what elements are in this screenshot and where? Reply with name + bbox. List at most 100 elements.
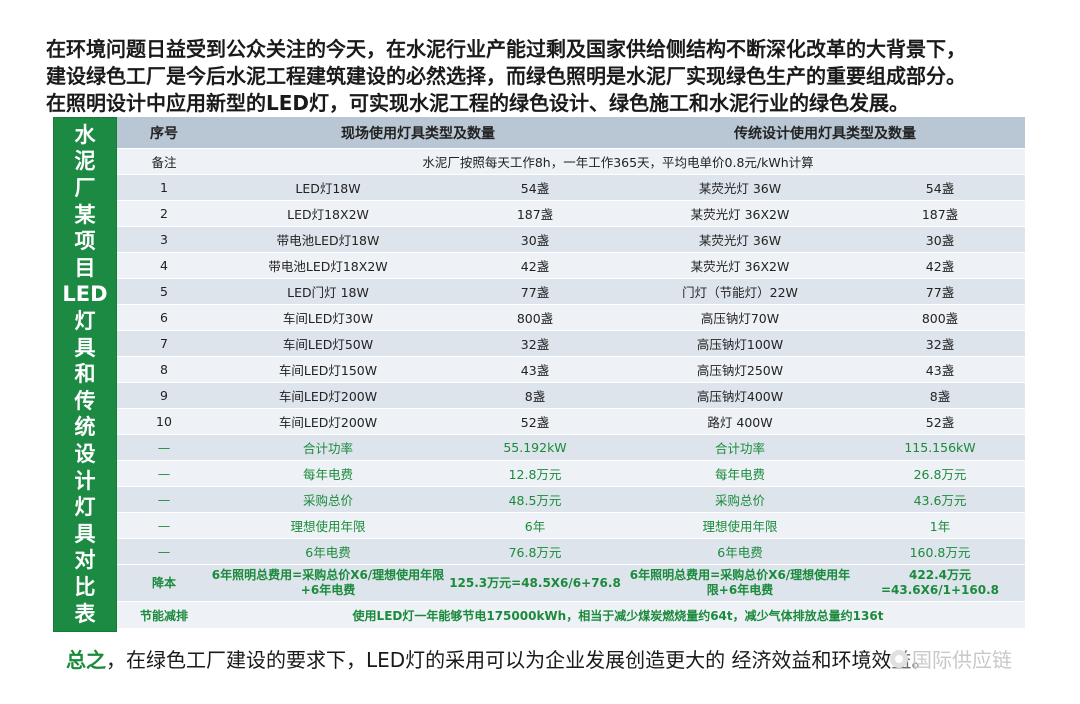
traditional-quantity: 42盏	[855, 252, 1025, 279]
led-metric-label: 理想使用年限	[211, 512, 445, 539]
led-fixture: LED灯18X2W	[211, 200, 445, 227]
traditional-quantity: 187盏	[855, 200, 1025, 227]
vertical-title-char: 目	[74, 255, 96, 280]
led-quantity: 42盏	[445, 252, 625, 279]
led-fixture: 车间LED灯50W	[211, 330, 445, 357]
table-row: 10 车间LED灯200W 52盏 路灯 400W 52盏	[117, 408, 1025, 435]
vertical-title-char: 灯	[74, 495, 96, 520]
cost-reduction-row: 降本 6年照明总费用=采购总价X6/理想使用年限+6年电费 125.3万元=48.5…	[117, 564, 1025, 602]
cost-reduction-label: 降本	[117, 564, 211, 602]
traditional-metric-value: 160.8万元	[855, 538, 1025, 565]
traditional-metric-label: 采购总价	[625, 486, 855, 513]
led-fixture: 车间LED灯200W	[211, 382, 445, 409]
intro-line-2: 建设绿色工厂是今后水泥工程建筑建设的必然选择，而绿色照明是水泥厂实现绿色生产的重…	[46, 64, 966, 88]
summary-row: — 采购总价 48.5万元 采购总价 43.6万元	[117, 486, 1025, 513]
traditional-quantity: 800盏	[855, 304, 1025, 331]
vertical-title-char: 统	[74, 415, 96, 440]
row-number: 7	[117, 330, 211, 357]
vertical-title-char: 和	[74, 362, 96, 387]
table-header: 序号 现场使用灯具类型及数量 传统设计使用灯具类型及数量	[117, 117, 1025, 149]
traditional-fixture: 高压钠灯250W	[625, 356, 855, 383]
traditional-fixture: 高压钠灯70W	[625, 304, 855, 331]
vertical-title-char: 比	[74, 574, 96, 599]
traditional-cost-value: 422.4万元=43.6X6/1+160.8	[855, 564, 1025, 602]
row-number: 4	[117, 252, 211, 279]
summary-dash: —	[117, 486, 211, 513]
summary-row: — 理想使用年限 6年 理想使用年限 1年	[117, 512, 1025, 539]
summary-dash: —	[117, 460, 211, 487]
row-number: 8	[117, 356, 211, 383]
traditional-metric-value: 43.6万元	[855, 486, 1025, 513]
header-traditional: 传统设计使用灯具类型及数量	[625, 117, 1025, 149]
led-quantity: 43盏	[445, 356, 625, 383]
led-fixture: 车间LED灯150W	[211, 356, 445, 383]
traditional-metric-value: 26.8万元	[855, 460, 1025, 487]
table-row: 8 车间LED灯150W 43盏 高压钠灯250W 43盏	[117, 356, 1025, 383]
watermark: 国际供应链	[890, 644, 1012, 673]
led-metric-label: 合计功率	[211, 434, 445, 461]
traditional-metric-label: 合计功率	[625, 434, 855, 461]
traditional-quantity: 77盏	[855, 278, 1025, 305]
summary-row: —6年电费 76.8万元 6年电费 160.8万元	[117, 538, 1025, 565]
traditional-metric-value: 115.156kW	[855, 434, 1025, 461]
summary-row: — 每年电费 12.8万元 每年电费 26.8万元	[117, 460, 1025, 487]
led-metric-label: 采购总价	[211, 486, 445, 513]
header-led: 现场使用灯具类型及数量	[211, 117, 625, 149]
led-metric-label: 每年电费	[211, 460, 445, 487]
led-fixture: 带电池LED灯18W	[211, 226, 445, 253]
traditional-quantity: 52盏	[855, 408, 1025, 435]
led-metric-value: 12.8万元	[445, 460, 625, 487]
table-row: 2 LED灯18X2W 187盏 某荧光灯 36X2W 187盏	[117, 200, 1025, 227]
row-number: 10	[117, 408, 211, 435]
watermark-text: 国际供应链	[912, 648, 1012, 672]
traditional-fixture: 某荧光灯 36X2W	[625, 252, 855, 279]
summary-dash: —	[117, 434, 211, 461]
note-text: 水泥厂按照每天工作8h，一年工作365天，平均电单价0.8元/kWh计算	[211, 148, 1025, 175]
led-metric-value: 55.192kW	[445, 434, 625, 461]
vertical-title-char: 对	[74, 548, 96, 573]
vertical-title-char: 水	[74, 122, 96, 147]
traditional-quantity: 54盏	[855, 174, 1025, 201]
led-quantity: 77盏	[445, 278, 625, 305]
table-row: 6 车间LED灯30W 800盏 高压钠灯70W 800盏	[117, 304, 1025, 331]
table-row: 7 车间LED灯50W 32盏 高压钠灯100W 32盏	[117, 330, 1025, 357]
vertical-title: 水泥厂某项目 LED 灯具和传统设计灯具对比表	[53, 117, 117, 632]
vertical-title-char: 具	[74, 335, 96, 360]
led-fixture: LED灯18W	[211, 174, 445, 201]
vertical-title-char: 泥	[74, 149, 96, 174]
row-number: 1	[117, 174, 211, 201]
row-number: 2	[117, 200, 211, 227]
summary-row: — 合计功率 55.192kW 合计功率 115.156kW	[117, 434, 1025, 461]
table-row: 3 带电池LED灯18W 30盏 某荧光灯 36W 30盏	[117, 226, 1025, 253]
led-fixture: 车间LED灯200W	[211, 408, 445, 435]
traditional-metric-label: 6年电费	[625, 538, 855, 565]
traditional-fixture: 某荧光灯 36X2W	[625, 200, 855, 227]
traditional-fixture: 门灯（节能灯）22W	[625, 278, 855, 305]
conclusion-text: ，在绿色工厂建设的要求下，LED灯的采用可以为企业发展创造更大的 经济效益和环境…	[106, 648, 932, 672]
traditional-fixture: 路灯 400W	[625, 408, 855, 435]
traditional-quantity: 43盏	[855, 356, 1025, 383]
intro-line-3: 在照明设计中应用新型的LED灯，可实现水泥工程的绿色设计、绿色施工和水泥行业的绿…	[46, 91, 910, 115]
row-number: 3	[117, 226, 211, 253]
intro-line-1: 在环境问题日益受到公众关注的今天，在水泥行业产能过剩及国家供给侧结构不断深化改革…	[46, 37, 966, 61]
conclusion: 总之，在绿色工厂建设的要求下，LED灯的采用可以为企业发展创造更大的 经济效益和…	[66, 644, 932, 673]
traditional-metric-label: 每年电费	[625, 460, 855, 487]
energy-saving-text: 使用LED灯一年能够节电175000kWh，相当于减少煤炭燃烧量约64t，减少气…	[211, 601, 1025, 629]
energy-saving-row: 节能减排 使用LED灯一年能够节电175000kWh，相当于减少煤炭燃烧量约64t…	[117, 601, 1025, 629]
traditional-quantity: 32盏	[855, 330, 1025, 357]
vertical-title-char: 项	[74, 229, 96, 254]
vertical-title-char: 传	[74, 388, 96, 413]
led-quantity: 52盏	[445, 408, 625, 435]
led-fixture: LED门灯 18W	[211, 278, 445, 305]
led-quantity: 32盏	[445, 330, 625, 357]
row-number: 6	[117, 304, 211, 331]
led-cost-formula: 6年照明总费用=采购总价X6/理想使用年限+6年电费	[211, 564, 445, 602]
traditional-metric-value: 1年	[855, 512, 1025, 539]
led-metric-value: 48.5万元	[445, 486, 625, 513]
vertical-title-char: 计	[74, 468, 96, 493]
traditional-cost-formula: 6年照明总费用=采购总价X6/理想使用年限+6年电费	[625, 564, 855, 602]
led-fixture: 车间LED灯30W	[211, 304, 445, 331]
row-number: 9	[117, 382, 211, 409]
vertical-title-char: 厂	[74, 176, 96, 201]
wechat-icon	[890, 649, 908, 668]
